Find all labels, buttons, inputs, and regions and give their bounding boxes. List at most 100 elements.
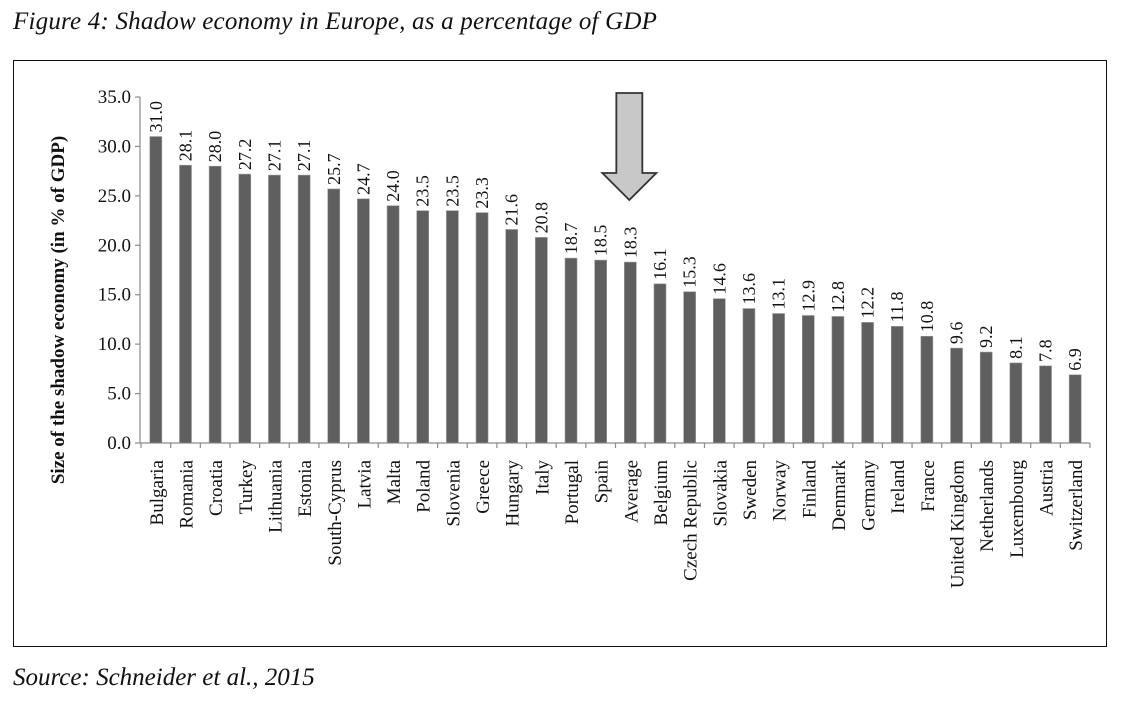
bar-luxembourg (1009, 362, 1023, 444)
bar-czech-republic (683, 291, 696, 444)
data-label: 24.7 (353, 163, 373, 195)
category-label: Austria (1037, 459, 1058, 516)
data-label: 20.8 (531, 202, 551, 234)
bar-netherlands (979, 351, 993, 444)
bar-average (624, 261, 637, 444)
average-arrow-icon (600, 92, 659, 202)
y-tick-label: 5.0 (107, 384, 131, 405)
category-label: Luxembourg (1007, 460, 1028, 558)
x-axis (140, 442, 1091, 448)
annotations (600, 92, 659, 202)
category-label: Belgium (651, 460, 672, 526)
category-label: Average (621, 460, 642, 523)
data-label: 21.6 (502, 194, 522, 226)
data-label: 13.6 (739, 273, 759, 305)
bar-latvia (357, 198, 370, 444)
category-label: France (918, 460, 939, 512)
bar-france (920, 335, 934, 444)
bar-greece (475, 212, 489, 444)
category-label: Estonia (295, 459, 316, 517)
figure-title: Figure 4: Shadow economy in Europe, as a… (13, 8, 658, 35)
category-label: Lithuania (265, 459, 286, 532)
data-label: 31.0 (146, 101, 166, 133)
data-label: 9.2 (976, 326, 996, 349)
y-axis-title: Size of the shadow economy (in % of GDP) (48, 136, 69, 484)
bar-finland (801, 315, 815, 444)
bar-turkey (238, 173, 252, 444)
data-label: 12.8 (828, 281, 848, 313)
bar-united-kingdom (950, 347, 963, 444)
category-label: Turkey (236, 460, 257, 515)
category-label: Czech Republic (681, 460, 702, 581)
category-label: Germany (859, 460, 880, 531)
data-label: 13.1 (769, 278, 789, 310)
bar-italy (535, 237, 548, 444)
chart-frame (13, 60, 1107, 647)
category-label: Latvia (354, 459, 375, 508)
category-label: Italy (532, 460, 553, 495)
bar-denmark (831, 316, 845, 444)
data-label: 12.9 (798, 280, 818, 312)
y-axis: 0.0 5.0 10.0 15.0 20.0 25.0 30.0 35.0 (98, 87, 141, 454)
y-tick-label: 0.0 (107, 433, 131, 454)
data-label: 7.8 (1036, 339, 1056, 362)
data-label: 27.2 (235, 139, 255, 171)
data-label: 27.1 (264, 140, 284, 172)
data-label: 15.3 (680, 256, 700, 288)
data-label: 28.1 (175, 130, 195, 162)
category-label: Ireland (888, 460, 909, 514)
bar-south-cyprus (327, 188, 341, 444)
category-label: Bulgaria (147, 459, 168, 525)
bar-sweden (742, 308, 756, 444)
figure-source: Source: Schneider et al., 2015 (13, 664, 315, 691)
y-tick-label: 20.0 (98, 235, 131, 256)
category-label: Netherlands (977, 460, 998, 552)
data-label: 28.0 (205, 131, 225, 163)
bar-belgium (653, 283, 667, 444)
bar-lithuania (268, 174, 281, 444)
bar-bulgaria (149, 136, 163, 444)
category-label: Greece (473, 460, 494, 514)
bar-romania (179, 164, 192, 444)
category-label: Finland (799, 460, 820, 519)
category-label: Spain (592, 460, 613, 504)
category-label: Croatia (206, 459, 227, 515)
bar-germany (861, 322, 874, 444)
data-label: 12.2 (858, 287, 878, 319)
bar-spain (594, 259, 607, 444)
bar-norway (772, 313, 785, 444)
category-label: South-Cyprus (325, 460, 346, 566)
category-label: Norway (770, 460, 791, 522)
data-label: 24.0 (383, 170, 403, 202)
category-label: Switzerland (1066, 460, 1087, 551)
data-label: 11.8 (887, 292, 907, 323)
category-label: Denmark (829, 460, 850, 531)
bar-portugal (564, 257, 578, 444)
data-label: 16.1 (650, 248, 670, 280)
category-label: Poland (414, 460, 435, 513)
data-label: 18.3 (620, 227, 640, 259)
y-tick-label: 35.0 (98, 87, 131, 108)
bar-austria (1039, 365, 1052, 444)
category-label: Slovenia (443, 459, 464, 526)
data-label: 27.1 (294, 140, 314, 172)
data-label: 14.6 (709, 263, 729, 295)
bar-malta (386, 205, 400, 444)
bar-croatia (208, 165, 222, 444)
data-label: 18.7 (561, 223, 581, 255)
data-label: 23.5 (442, 175, 462, 207)
bar-hungary (505, 229, 519, 444)
category-label: Portugal (562, 460, 583, 524)
bar-slovenia (446, 210, 459, 444)
bar-poland (416, 210, 430, 444)
bar-estonia (297, 174, 311, 444)
y-tick-label: 25.0 (98, 186, 131, 207)
category-label: Slovakia (710, 459, 731, 526)
data-label: 23.3 (472, 177, 492, 209)
bar-ireland (890, 326, 904, 444)
bar-switzerland (1068, 374, 1082, 444)
category-label: Hungary (503, 460, 524, 527)
bars (149, 136, 1082, 444)
bar-slovakia (712, 298, 726, 444)
